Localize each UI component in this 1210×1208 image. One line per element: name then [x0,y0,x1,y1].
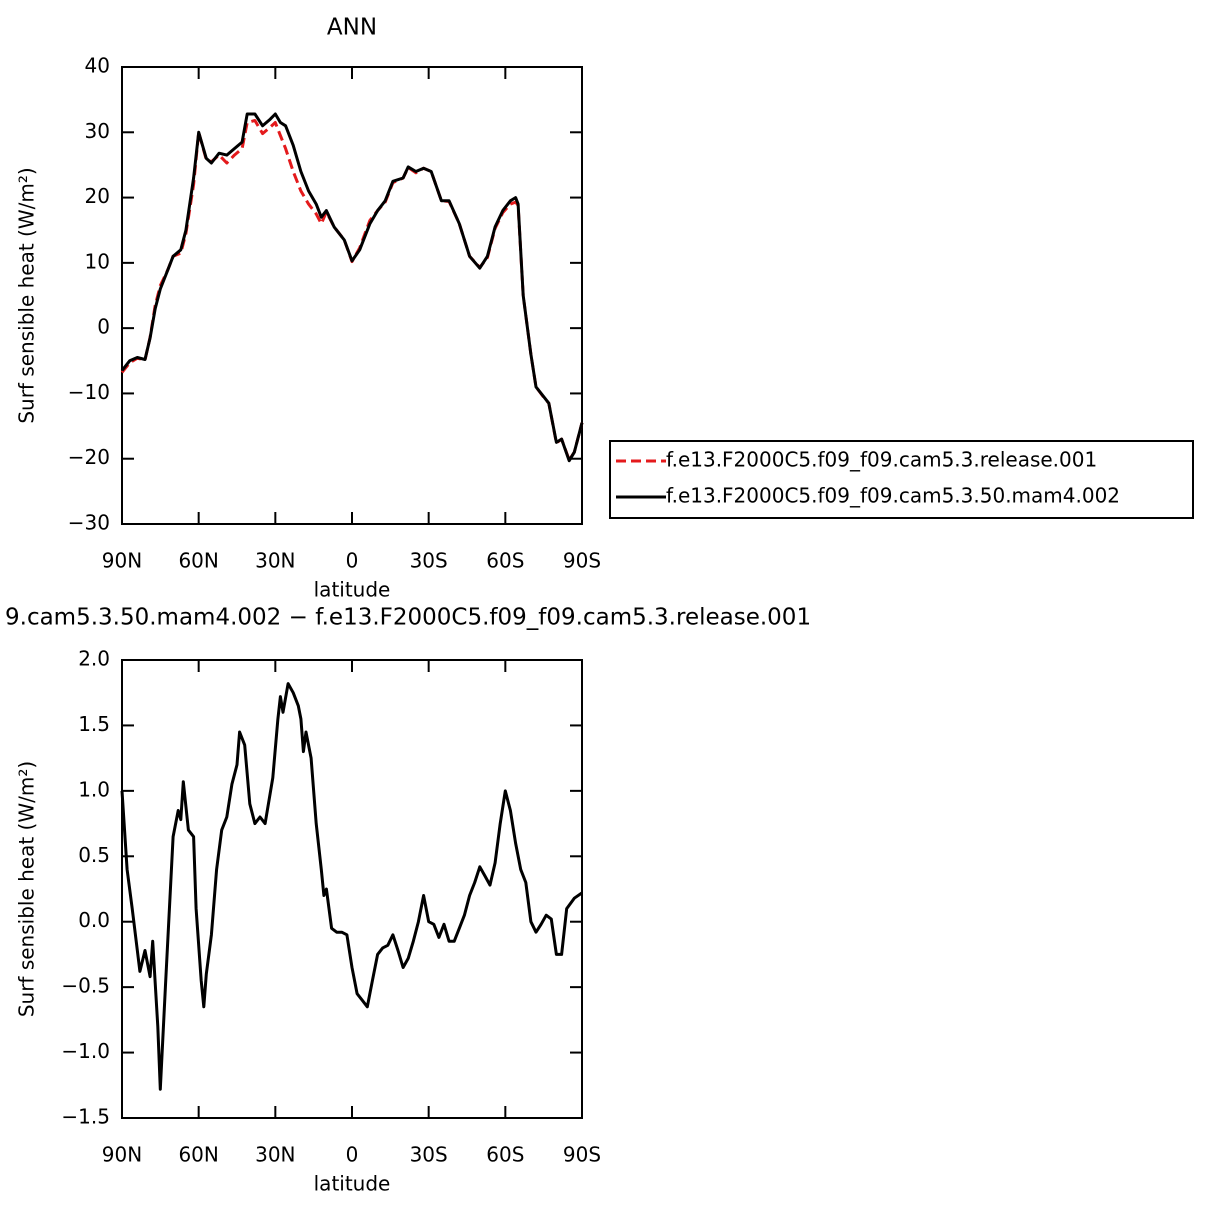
y-tick-label: 2.0 [78,647,110,671]
x-tick-label: 90N [102,1143,142,1167]
x-tick-label: 30N [255,1143,295,1167]
legend-label: f.e13.F2000C5.f09_f09.cam5.3.release.001 [666,448,1097,472]
x-tick-label: 30S [410,1143,448,1167]
chart-title: ANN [327,15,377,41]
y-tick-label: 1.5 [78,712,110,736]
x-tick-label: 90N [102,549,142,573]
y-tick-label: −20 [68,445,110,469]
y-axis-label: Surf sensible heat (W/m²) [15,167,39,423]
series-line [120,112,584,463]
y-tick-label: 30 [85,119,110,143]
y-tick-label: 40 [85,54,110,78]
x-tick-label: 60S [486,549,524,573]
x-tick-label: 90S [563,549,601,573]
x-axis-label: latitude [314,1172,391,1196]
x-tick-label: 0 [346,549,359,573]
y-tick-label: 10 [85,249,110,273]
y-tick-label: −10 [68,380,110,404]
y-tick-label: 0 [97,315,110,339]
y-axis-label: Surf sensible heat (W/m²) [15,761,39,1017]
x-axis-label: latitude [314,578,391,602]
y-tick-label: 1.0 [78,777,110,801]
y-tick-label: 20 [85,184,110,208]
x-tick-label: 30S [410,549,448,573]
y-tick-label: 0.5 [78,843,110,867]
plot-frame [121,66,583,525]
chart-title: 9.cam5.3.50.mam4.002 − f.e13.F2000C5.f09… [5,605,811,631]
x-tick-label: 60N [178,549,218,573]
y-tick-label: 0.0 [78,908,110,932]
series-line [120,682,583,1091]
y-tick-label: −0.5 [61,974,110,998]
y-tick-label: −1.5 [61,1105,110,1129]
x-tick-label: 90S [563,1143,601,1167]
series-line [120,119,584,462]
x-tick-label: 60S [486,1143,524,1167]
x-tick-label: 0 [346,1143,359,1167]
x-tick-label: 60N [178,1143,218,1167]
y-tick-label: −30 [68,511,110,535]
legend-label: f.e13.F2000C5.f09_f09.cam5.3.50.mam4.002 [666,484,1120,508]
plot-frame [121,659,583,1119]
legend-box [609,440,1194,519]
y-tick-label: −1.0 [61,1039,110,1063]
x-tick-label: 30N [255,549,295,573]
